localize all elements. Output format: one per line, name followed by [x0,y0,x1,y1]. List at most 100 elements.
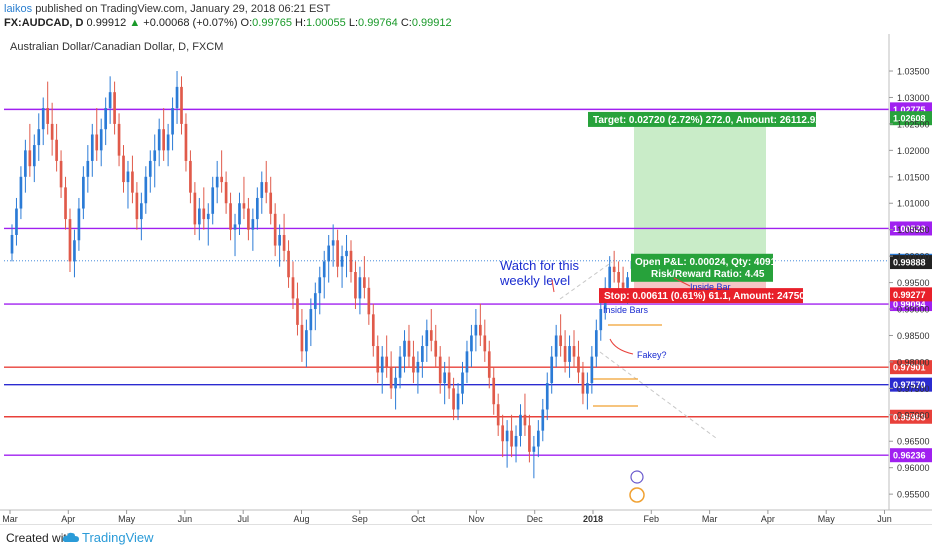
candle-body [86,160,90,177]
candle-body [470,335,473,352]
price-badge-label: 0.99888 [893,258,926,268]
projection-line-down [599,351,717,439]
x-tick-label: Jun [877,514,892,524]
y-tick-label: 1.00000 [897,252,930,262]
candle-body [438,356,442,384]
change-value: +0.00068 (+0.07%) [143,17,238,29]
candle-body [202,208,206,220]
candle-body [19,176,23,209]
candle-body [68,219,72,262]
candle-body [496,404,500,426]
candle-body [389,367,393,389]
x-tick-label: Dec [527,514,544,524]
candle-body [50,123,54,140]
candle-body [278,234,281,246]
candle-body [456,393,460,410]
candle-body [251,219,255,230]
candle-body [122,155,125,183]
candle-body [617,272,620,283]
candle-body [474,324,478,336]
candle-body [184,123,188,161]
candle-body [282,234,286,251]
candle-body [354,272,357,299]
candle-body [305,330,308,352]
change-arrow-icon: ▲ [129,17,141,29]
y-tick-label: 0.97500 [897,384,930,394]
y-tick-label: 1.03000 [897,93,930,103]
candle-body [505,430,509,442]
watch-arrow [551,279,555,293]
candle-body [322,261,326,278]
candle-body [340,256,344,267]
candle-body [77,208,81,241]
candle-body [59,160,63,188]
candle-body [73,240,76,262]
rr-label: Risk/Reward Ratio: 4.45 [651,269,765,280]
candle-body [331,240,335,246]
candle-body [32,145,36,167]
candle-body [612,266,616,272]
stop-label-box [599,288,803,304]
candle-body [536,430,540,447]
level-badge [890,448,932,463]
y-tick-label: 0.96000 [897,463,930,473]
candle-body [157,129,161,151]
x-tick-label: Nov [468,514,485,524]
price-axis[interactable]: 0.95500 0.96000 0.96500 0.97000 0.97500 0.980… [889,67,930,500]
chart-header: laikos published on TradingView.com, Jan… [0,0,932,34]
candle-body [144,176,148,204]
low-label: L: [348,17,359,29]
event-flag-icon [629,487,645,503]
candle-body [528,425,531,452]
candle-body [586,383,589,394]
candle-body [577,356,580,373]
candle-body [291,277,295,299]
candle-body [162,129,165,151]
level-badge-label: 0.97570 [893,380,926,390]
y-tick-label: 0.98000 [897,357,930,367]
candle-body [296,298,299,325]
candle-body [336,240,339,267]
level-badge [890,360,932,375]
symbol-label: FX:AUDCAD, D [4,17,84,29]
candle-body [90,134,94,161]
candle-body [465,351,469,373]
candle-body [171,108,174,135]
candle-body [394,377,397,389]
price-badge [890,255,932,270]
candle-body [189,160,192,193]
watch-note-line1: Watch for this [500,258,579,273]
time-axis[interactable]: Mar Apr May Jun Jul Aug Sep Oct Nov Dec 2018 Feb Mar… [2,510,892,524]
candle-body [425,330,429,347]
candle-body [166,134,170,151]
x-tick-label: Oct [411,514,426,524]
candle-body [108,92,112,109]
x-tick-label: Mar [2,514,18,524]
candle-body [429,330,433,341]
level-badge-label: 0.99094 [893,300,926,310]
candle-body [599,309,603,331]
author-link[interactable]: laikos [4,3,33,15]
candle-body [117,123,121,156]
candle-body [153,150,157,161]
x-tick-label: Feb [644,514,660,524]
candle-body [64,187,67,220]
target-label: Target: 0.02720 (2.72%) 272.0, Amount: 2… [593,115,821,126]
candle-body [215,176,219,188]
price-badge [890,111,932,126]
candle-body [135,192,139,220]
y-tick-label: 1.01000 [897,199,930,209]
price-badge [890,287,932,302]
y-tick-label: 1.02000 [897,146,930,156]
candles [10,71,634,479]
x-tick-label: 2018 [583,514,603,524]
chart-title: Australian Dollar/Canadian Dollar, D, FX… [10,41,223,53]
x-tick-label: Apr [61,514,75,524]
candle-body [479,324,482,336]
pnl-label: Open P&L: 0.00024, Qty: 40916 [635,257,782,268]
level-badge [890,409,932,424]
tradingview-brand-link[interactable]: TradingView [82,530,154,545]
candle-body [572,346,576,357]
last-price: 0.99912 [86,17,127,29]
price-chart[interactable]: 1.02775 1.00523 0.99094 0.97901 0.97570 0.969… [0,34,932,524]
